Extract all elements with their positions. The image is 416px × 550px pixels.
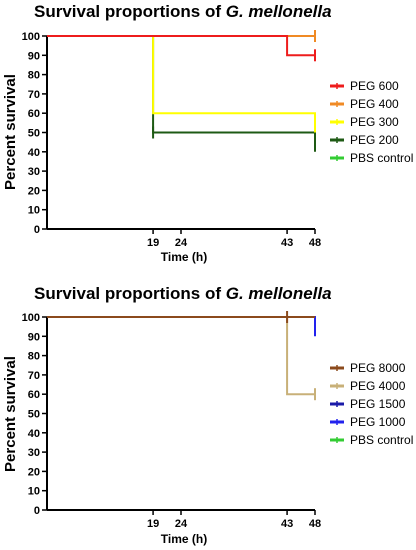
series-line bbox=[47, 35, 315, 57]
legend-label: PEG 4000 bbox=[350, 379, 406, 393]
legend-label: PBS control bbox=[350, 151, 413, 165]
y-tick-label: 0 bbox=[34, 505, 40, 517]
y-tick-label: 100 bbox=[22, 312, 40, 324]
y-axis-title: Percent survival bbox=[2, 74, 19, 190]
x-tick-label: 43 bbox=[281, 518, 293, 530]
chart-title-prefix: Survival proportions of bbox=[34, 2, 226, 21]
axes: 0 10 20 30 40 50 60 70 80 90 100 19 24 43 48 bbox=[22, 312, 321, 530]
y-tick-label: 70 bbox=[28, 89, 40, 101]
x-axis-title: Time (h) bbox=[161, 250, 207, 264]
legend: PEG 600 PEG 400 PEG 300 PEG 200 PBS control bbox=[330, 79, 413, 165]
y-axis-title: Percent survival bbox=[2, 356, 19, 472]
y-tick-label: 80 bbox=[28, 70, 40, 82]
axes: 0 10 20 30 40 50 60 70 80 90 100 19 24 43 48 bbox=[22, 31, 321, 249]
legend-label: PEG 1500 bbox=[350, 397, 406, 411]
x-tick-label: 19 bbox=[147, 518, 159, 530]
x-tick-label: 48 bbox=[309, 237, 321, 249]
y-tick-label: 80 bbox=[28, 351, 40, 363]
chart-title-prefix: Survival proportions of bbox=[34, 284, 226, 303]
x-tick-label: 43 bbox=[281, 237, 293, 249]
y-tick-label: 100 bbox=[22, 31, 40, 43]
y-tick-label: 30 bbox=[28, 447, 40, 459]
y-tick-label: 20 bbox=[28, 466, 40, 478]
legend: PEG 8000 PEG 4000 PEG 1500 PEG 1000 PBS cont… bbox=[330, 361, 413, 447]
legend-label: PEG 600 bbox=[350, 79, 399, 93]
x-tick-label: 19 bbox=[147, 237, 159, 249]
survival-chart-top: Survival proportions of G. mellonella Pe… bbox=[2, 2, 413, 264]
x-tick-label: 48 bbox=[309, 518, 321, 530]
y-tick-label: 40 bbox=[28, 147, 40, 159]
legend-label: PEG 400 bbox=[350, 97, 399, 111]
legend-label: PEG 8000 bbox=[350, 361, 406, 375]
series-group bbox=[47, 30, 316, 152]
chart-title-species: G. mellonella bbox=[226, 284, 332, 303]
y-tick-label: 10 bbox=[28, 486, 40, 498]
chart-title: Survival proportions of G. mellonella bbox=[34, 2, 332, 21]
y-tick-label: 50 bbox=[28, 128, 40, 140]
chart-title: Survival proportions of G. mellonella bbox=[34, 284, 332, 303]
y-tick-label: 60 bbox=[28, 389, 40, 401]
series-line bbox=[47, 35, 316, 152]
y-tick-label: 20 bbox=[28, 185, 40, 197]
series-group bbox=[47, 311, 316, 401]
y-tick-label: 60 bbox=[28, 108, 40, 120]
y-tick-label: 40 bbox=[28, 428, 40, 440]
x-tick-label: 24 bbox=[175, 237, 188, 249]
y-tick-label: 30 bbox=[28, 166, 40, 178]
y-tick-label: 90 bbox=[28, 331, 40, 343]
y-tick-label: 90 bbox=[28, 50, 40, 62]
series-line bbox=[47, 35, 316, 133]
legend-label: PEG 300 bbox=[350, 115, 399, 129]
y-tick-label: 50 bbox=[28, 409, 40, 421]
series-line bbox=[47, 316, 315, 396]
y-tick-label: 70 bbox=[28, 370, 40, 382]
series-line bbox=[47, 316, 316, 337]
legend-label: PEG 200 bbox=[350, 133, 399, 147]
y-tick-label: 0 bbox=[34, 224, 40, 236]
survival-chart-bottom: Survival proportions of G. mellonella Pe… bbox=[2, 284, 413, 546]
legend-label: PBS control bbox=[350, 433, 413, 447]
x-tick-label: 24 bbox=[175, 518, 188, 530]
chart-title-species: G. mellonella bbox=[226, 2, 332, 21]
x-axis-title: Time (h) bbox=[161, 532, 207, 546]
y-tick-label: 10 bbox=[28, 205, 40, 217]
legend-label: PEG 1000 bbox=[350, 415, 406, 429]
